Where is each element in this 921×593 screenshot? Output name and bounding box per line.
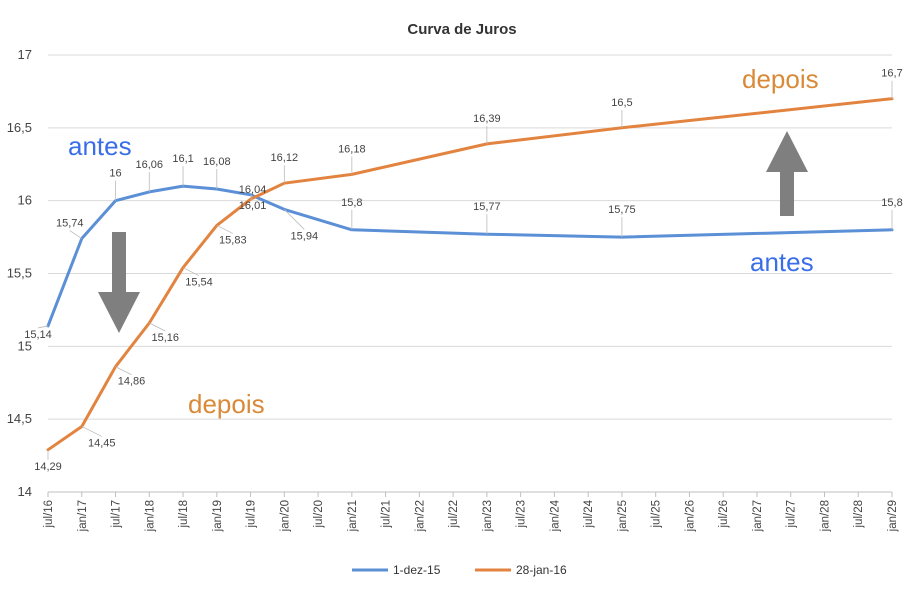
data-label: 16,7 [881, 68, 902, 80]
chart-title: Curva de Juros [407, 21, 516, 38]
x-tick-label: jan/27 [752, 500, 764, 532]
y-tick-label: 14,5 [7, 411, 32, 426]
x-tick-label: jul/27 [786, 500, 798, 529]
x-tick-label: jan/29 [887, 500, 899, 532]
x-tick-label: jul/28 [853, 500, 865, 529]
data-label: 15,8 [341, 197, 362, 209]
x-tick-label: jan/23 [482, 500, 494, 532]
x-tick-label: jul/19 [246, 500, 258, 529]
data-label-leader [81, 426, 102, 437]
legend-label-1: 1-dez-15 [393, 563, 441, 577]
data-label: 14,29 [34, 461, 62, 473]
data-label-leader [284, 209, 305, 230]
y-tick-label: 15,5 [7, 266, 32, 281]
annotation-label-4: antes [750, 247, 814, 277]
data-label: 15,74 [56, 218, 84, 230]
x-tick-label: jan/28 [819, 500, 831, 532]
data-label: 16 [109, 168, 121, 180]
data-label-leader [182, 267, 200, 277]
x-tick-label: jul/23 [516, 500, 528, 529]
x-tick-label: jul/25 [651, 500, 663, 529]
data-label: 15,94 [291, 230, 319, 242]
data-label: 16,39 [473, 113, 501, 125]
x-tick-label: jul/16 [43, 500, 55, 529]
x-tick-label: jan/21 [347, 500, 359, 532]
x-tick-label: jan/17 [77, 500, 89, 532]
down-arrow-icon [98, 232, 140, 333]
data-label-leader [115, 366, 132, 376]
y-tick-label: 16 [18, 193, 32, 208]
data-label-leader [216, 225, 233, 234]
data-label: 16,04 [239, 184, 267, 196]
data-label-leader [149, 322, 166, 332]
data-label: 15,14 [24, 329, 52, 341]
legend: 1-dez-15 28-jan-16 [352, 563, 567, 577]
x-tick-label: jan/26 [684, 500, 696, 532]
data-label-leader [37, 325, 49, 329]
x-tick-label: jul/26 [718, 500, 730, 529]
x-tick-label: jul/18 [178, 500, 190, 529]
annotation-label-1: antes [68, 131, 132, 161]
x-tick-label: jul/20 [313, 500, 325, 529]
data-label: 14,86 [118, 376, 146, 388]
data-label: 15,75 [608, 204, 636, 216]
data-label: 16,18 [338, 143, 366, 155]
x-axis-ticks: jul/16 jan/17 jul/17 jan/18 jul/18 jan/19 jul/… [43, 492, 899, 532]
annotations: antes depois depois antes [68, 64, 819, 419]
y-tick-label: 14 [18, 484, 32, 499]
x-tick-label: jan/18 [144, 500, 156, 532]
data-label: 16,5 [611, 97, 632, 109]
y-axis-ticks: 14 14,5 15 15,5 16 16,5 17 [7, 47, 32, 499]
x-tick-label: jan/24 [549, 499, 561, 532]
data-label: 15,16 [152, 332, 180, 344]
data-label: 15,54 [185, 277, 213, 289]
x-tick-label: jul/17 [111, 500, 123, 529]
data-label-leader [250, 194, 253, 198]
up-arrow-icon [766, 131, 808, 216]
annotation-label-3: depois [188, 389, 265, 419]
x-tick-label: jul/24 [583, 499, 595, 528]
series-line-2 [46, 97, 894, 452]
x-tick-label: jan/22 [414, 500, 426, 532]
data-label: 16,06 [136, 159, 164, 171]
data-label: 14,45 [88, 437, 116, 449]
x-tick-label: jan/19 [212, 500, 224, 532]
x-tick-label: jul/21 [381, 500, 393, 529]
data-label: 16,08 [203, 156, 231, 168]
series-lines [46, 97, 894, 452]
data-label-leader [69, 230, 82, 239]
data-label: 15,8 [881, 197, 902, 209]
series-line-1 [46, 184, 894, 328]
y-tick-label: 16,5 [7, 120, 32, 135]
data-label: 16,1 [172, 153, 193, 165]
data-label: 15,77 [473, 201, 501, 213]
data-label: 16,01 [239, 200, 267, 212]
x-tick-label: jan/25 [617, 500, 629, 532]
annotation-label-2: depois [742, 64, 819, 94]
x-tick-label: jul/22 [448, 500, 460, 529]
data-label: 15,83 [219, 234, 247, 246]
x-tick-label: jan/20 [279, 500, 291, 532]
data-label: 16,12 [271, 152, 299, 164]
legend-label-2: 28-jan-16 [516, 563, 567, 577]
data-labels: 15,14 15,74 16 16,06 16,1 16,08 16,04 15,94 15,8… [24, 68, 902, 473]
y-tick-label: 15 [18, 338, 32, 353]
y-tick-label: 17 [18, 47, 32, 62]
gridlines [48, 54, 892, 493]
